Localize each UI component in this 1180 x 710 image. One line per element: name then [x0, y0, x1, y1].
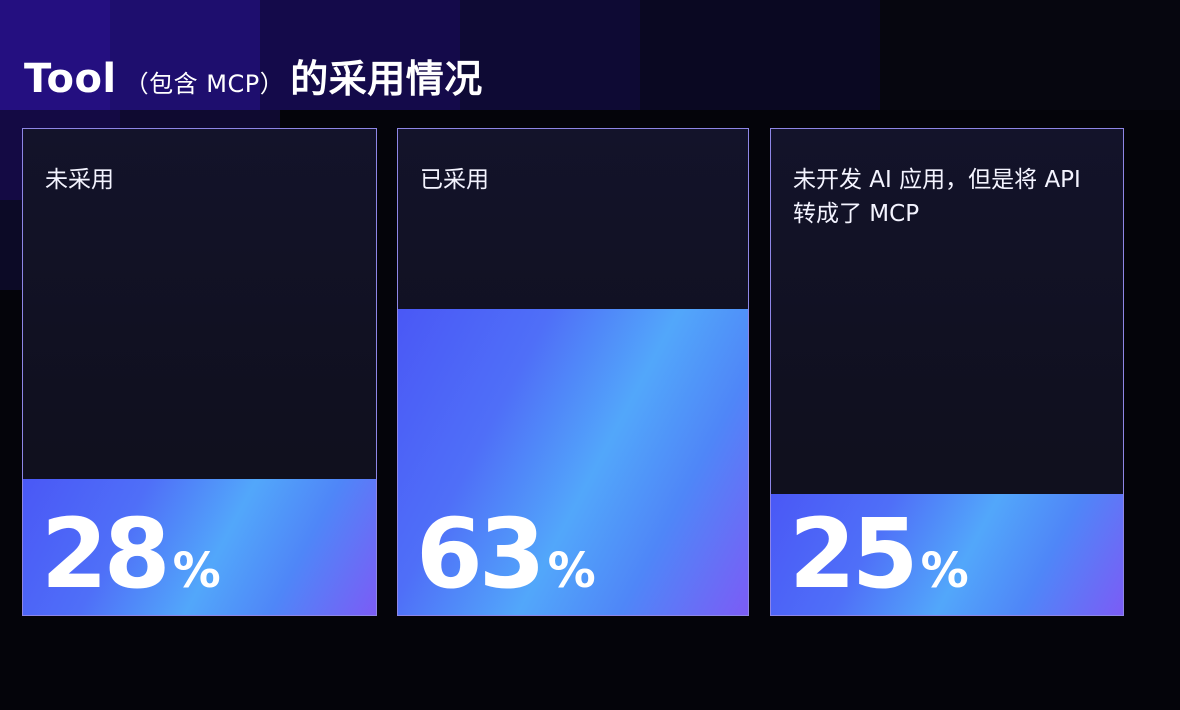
bar-value-number: 25 — [789, 498, 919, 610]
bar-label: 已采用 — [420, 167, 489, 193]
bar-fill — [398, 308, 748, 615]
bar-label: 未采用 — [45, 167, 114, 193]
bar-card-adopted: 已采用 63 % — [397, 128, 749, 616]
bar-value-unit: % — [547, 543, 596, 599]
bar-value-unit: % — [172, 543, 221, 599]
bar-fill — [771, 493, 1123, 615]
bar-value: 63 % — [416, 499, 596, 609]
bar-card-not-adopted: 未采用 28 % — [22, 128, 377, 616]
bar-card-api-to-mcp: 未开发 AI 应用，但是将 API 转成了 MCP 25 % — [770, 128, 1124, 616]
bar-value: 25 % — [789, 499, 969, 609]
title-tail: 的采用情况 — [290, 57, 483, 101]
bar-value-number: 63 — [416, 498, 546, 610]
bar-value-unit: % — [920, 543, 969, 599]
page-title: Tool （包含 MCP） 的采用情况 — [24, 48, 483, 102]
bar-fill — [23, 478, 376, 615]
bar-label: 未开发 AI 应用，但是将 API 转成了 MCP — [793, 167, 1081, 227]
bar-value-number: 28 — [41, 498, 171, 610]
title-main: Tool — [24, 56, 117, 102]
title-sub: （包含 MCP） — [124, 70, 285, 98]
bar-value: 28 % — [41, 499, 221, 609]
